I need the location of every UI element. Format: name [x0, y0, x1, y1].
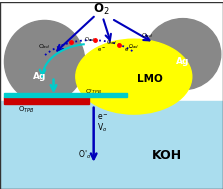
Text: O$_{ad}$: O$_{ad}$: [84, 35, 95, 44]
Text: KOH: KOH: [152, 149, 182, 162]
Text: e$^-$: e$^-$: [124, 46, 133, 53]
Text: O$_{ad}$: O$_{ad}$: [128, 42, 139, 50]
Text: e$^-$: e$^-$: [97, 112, 109, 122]
Text: LMO: LMO: [136, 74, 162, 84]
Text: Ag: Ag: [176, 57, 190, 66]
Bar: [4, 97, 89, 104]
Text: O$_{TPB}$: O$_{TPB}$: [18, 105, 34, 115]
Text: e$^-$: e$^-$: [97, 46, 106, 53]
Text: O$'_o$: O$'_o$: [78, 148, 91, 161]
Text: O$_{ad}$: O$_{ad}$: [38, 42, 51, 50]
Text: O$_{ad}$: O$_{ad}$: [141, 31, 153, 40]
Bar: [4, 93, 127, 97]
Ellipse shape: [145, 19, 221, 90]
Bar: [0, 2, 223, 101]
Ellipse shape: [76, 39, 192, 114]
Text: O$_{ad}$: O$_{ad}$: [106, 38, 117, 47]
Text: O$'_{TPB}$: O$'_{TPB}$: [85, 87, 101, 96]
Bar: [0, 101, 223, 189]
Text: O$_2$: O$_2$: [93, 2, 110, 17]
Text: Ag: Ag: [33, 72, 47, 81]
Ellipse shape: [4, 20, 85, 103]
Text: V$_o$: V$_o$: [97, 122, 107, 134]
